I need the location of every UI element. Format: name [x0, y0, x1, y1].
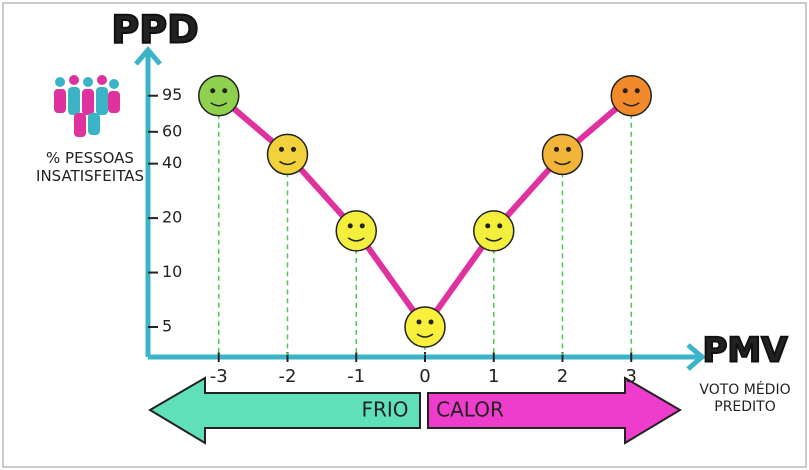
face-marker: [474, 211, 514, 251]
chart: FRIO CALOR PPD PMV % PESSOASINSATISFEITA…: [0, 0, 809, 470]
y-axis-title: PPD: [111, 8, 198, 52]
face-eye: [348, 223, 353, 228]
face-marker: [268, 134, 308, 174]
face-eye: [210, 88, 215, 93]
y-tick-label: 5: [162, 316, 172, 335]
face-marker: [405, 307, 445, 347]
face-eye: [417, 319, 422, 324]
face-marker: [611, 76, 651, 116]
warm-label: CALOR: [436, 398, 504, 422]
x-tick-label: -2: [279, 366, 297, 387]
x-tick-label: 3: [626, 366, 637, 387]
x-tick-label: 0: [419, 366, 430, 387]
cold-label: FRIO: [361, 398, 408, 422]
face-eye: [497, 223, 502, 228]
face-eye: [291, 147, 296, 152]
y-tick-label: 20: [162, 208, 182, 227]
face-marker: [199, 76, 239, 116]
face-marker: [336, 211, 376, 251]
x-tick-label: 1: [488, 366, 499, 387]
x-axis-title: PMV: [702, 331, 788, 371]
face-eye: [279, 147, 284, 152]
face-eye: [566, 147, 571, 152]
face-eye: [429, 319, 434, 324]
face-marker: [543, 134, 583, 174]
face-eye: [222, 88, 227, 93]
x-tick-label: -3: [210, 366, 228, 387]
y-tick-label: 60: [162, 121, 182, 140]
y-tick-label: 40: [162, 153, 182, 172]
x-tick-label: 2: [557, 366, 568, 387]
face-eye: [554, 147, 559, 152]
face-eye: [360, 223, 365, 228]
x-tick-label: -1: [347, 366, 365, 387]
y-tick-label: 10: [162, 262, 182, 281]
y-tick-label: 95: [162, 85, 182, 104]
face-eye: [635, 88, 640, 93]
face-eye: [485, 223, 490, 228]
face-eye: [623, 88, 628, 93]
